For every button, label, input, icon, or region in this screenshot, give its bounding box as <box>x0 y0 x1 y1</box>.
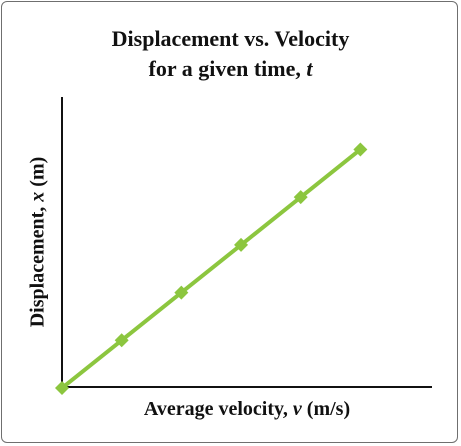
chart-title-line1: Displacement vs. Velocity <box>111 26 350 51</box>
x-axis-variable: v <box>292 398 302 420</box>
x-axis-label: Average velocity, v (m/s) <box>143 398 351 420</box>
data-point-0 <box>55 381 69 395</box>
data-point-5 <box>353 142 368 157</box>
chart-title-line2: for a given time, t <box>0 56 461 82</box>
title-variable: t <box>306 56 313 81</box>
data-point-4 <box>293 190 308 205</box>
y-axis-label: Displacement, x (m) <box>26 156 49 328</box>
data-point-1 <box>114 333 129 348</box>
y-axis-variable: x <box>26 191 49 202</box>
data-points <box>55 142 368 395</box>
data-point-3 <box>234 237 249 252</box>
series-line <box>60 147 362 390</box>
title-text: for a given time, <box>148 56 307 81</box>
data-point-2 <box>174 285 189 300</box>
